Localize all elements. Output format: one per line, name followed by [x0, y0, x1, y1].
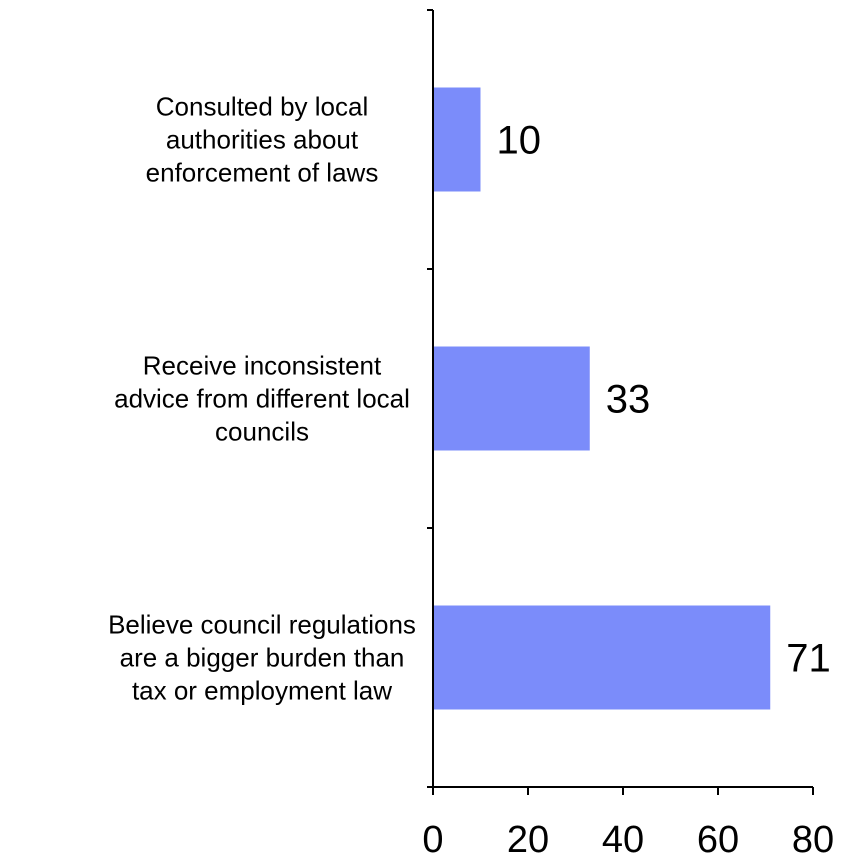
chart-axes [427, 9, 814, 795]
x-tick-label: 60 [697, 819, 739, 861]
category-label: councils [215, 417, 309, 447]
category-label: authorities about [166, 125, 359, 155]
category-label: are a bigger burden than [120, 643, 405, 673]
category-label: enforcement of laws [146, 158, 379, 188]
category-label: tax or employment law [132, 676, 392, 706]
x-tick-label: 80 [792, 819, 834, 861]
data-label: 71 [786, 637, 831, 681]
bar [434, 605, 771, 710]
x-tick-label: 20 [507, 819, 549, 861]
x-tick-label: 40 [602, 819, 644, 861]
bar [434, 87, 481, 192]
category-label: Believe council regulations [108, 610, 416, 640]
category-label: Receive inconsistent [143, 351, 382, 381]
category-label: advice from different local [114, 384, 410, 414]
chart-bars [434, 87, 771, 710]
data-label: 10 [497, 119, 542, 163]
data-label: 33 [606, 378, 651, 422]
bar [434, 346, 590, 451]
x-tick-label: 0 [422, 819, 443, 861]
category-label: Consulted by local [156, 92, 368, 122]
chart-labels: 0 20 40 60 80 10 Consulted by localauthorities… [108, 92, 834, 862]
